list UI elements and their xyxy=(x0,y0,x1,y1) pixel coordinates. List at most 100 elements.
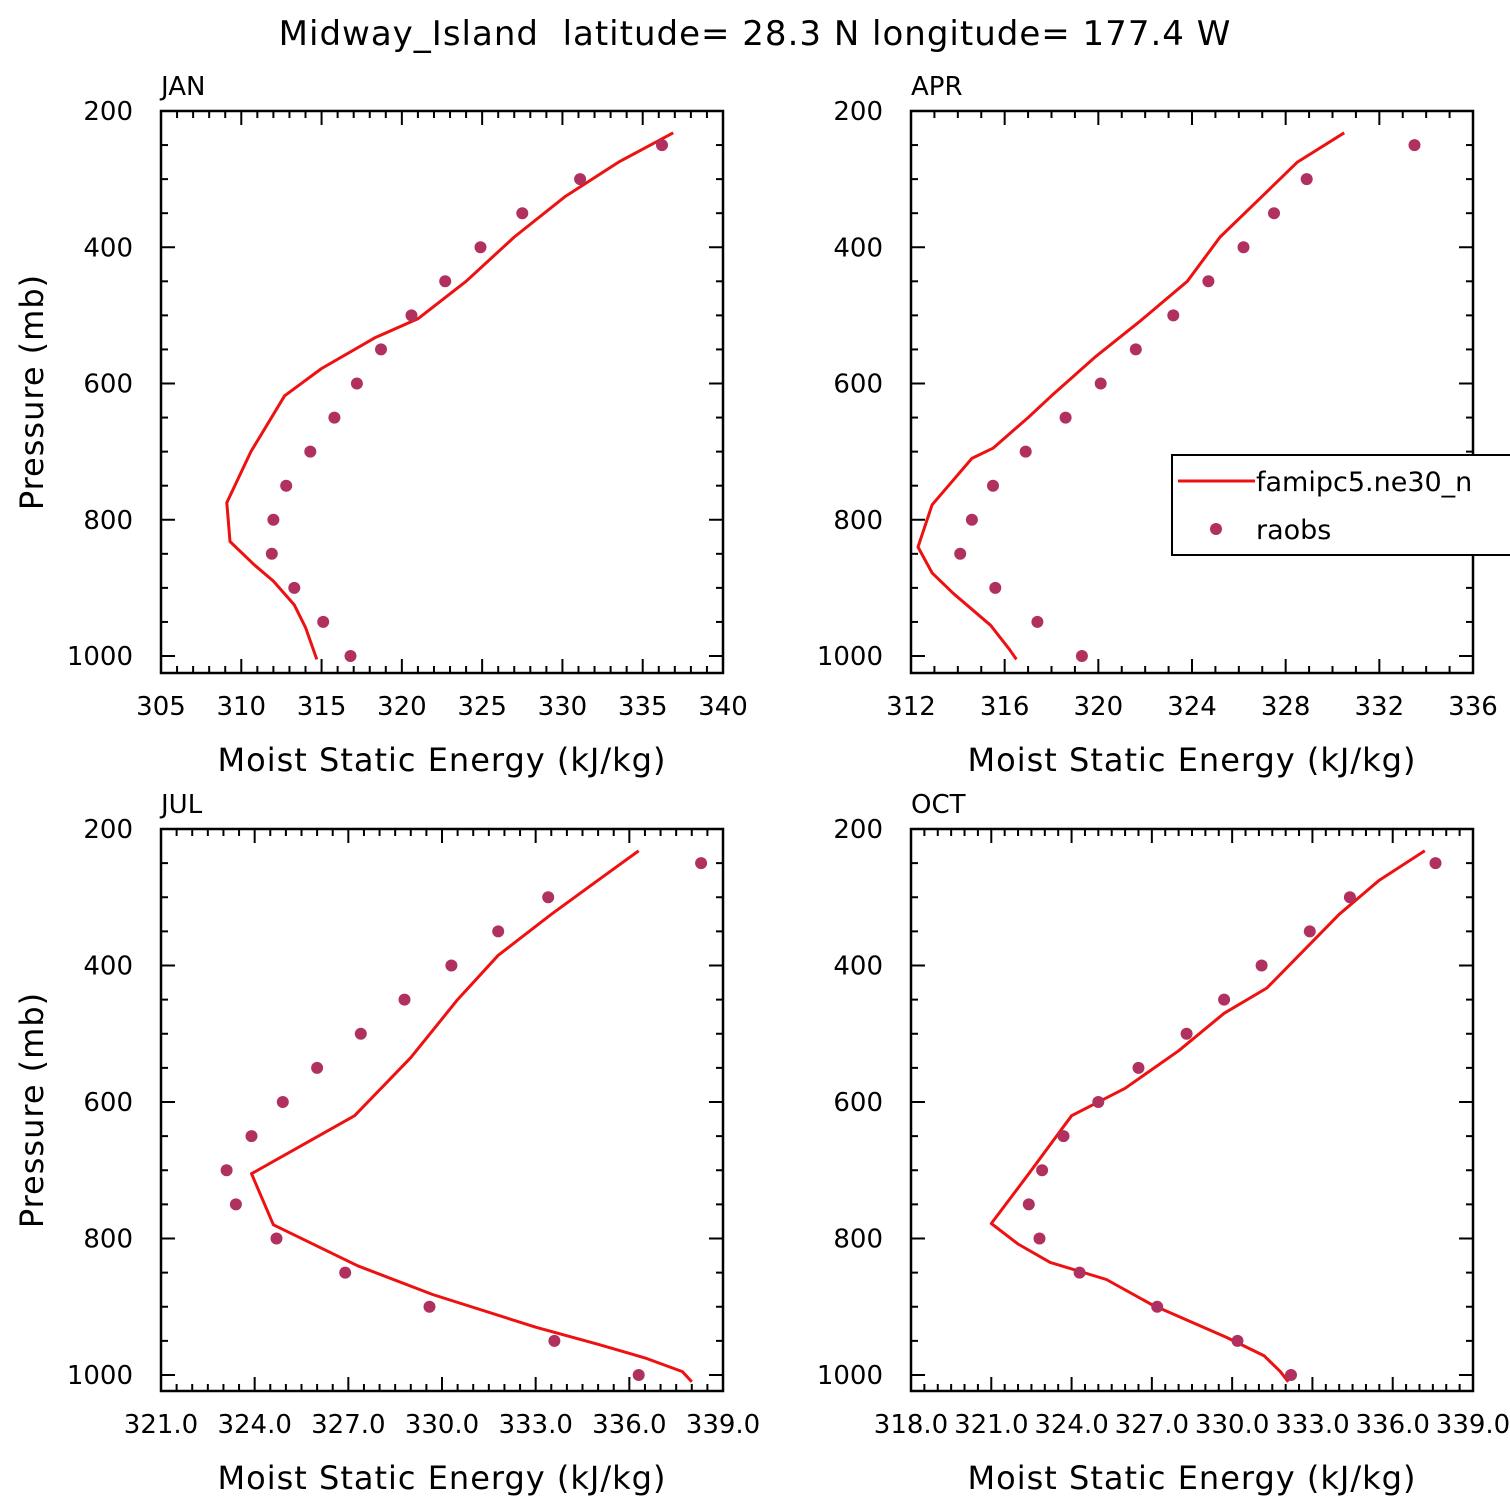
legend-box xyxy=(1171,454,1510,556)
obs-point-jan xyxy=(439,275,452,288)
obs-point-apr xyxy=(1019,445,1032,458)
x-tick-label-jan: 340 xyxy=(698,692,748,722)
obs-point-apr xyxy=(1408,139,1421,152)
panel-title-jan: JAN xyxy=(159,72,205,102)
obs-point-apr xyxy=(1075,650,1088,662)
obs-point-jan xyxy=(280,479,293,492)
obs-point-jul xyxy=(311,1061,324,1074)
x-tick-label-oct: 324.0 xyxy=(1034,1410,1108,1440)
x-tick-label-jul: 339.0 xyxy=(686,1410,760,1440)
x-tick-label-jan: 330 xyxy=(538,692,588,722)
obs-point-jan xyxy=(375,343,387,356)
obs-point-jul xyxy=(270,1232,283,1245)
axis-ticks-jul xyxy=(160,828,724,1391)
obs-point-jan xyxy=(317,615,330,628)
obs-point-jul xyxy=(220,1164,233,1177)
x-axis-label-apr: Moist Static Energy (kJ/kg) xyxy=(968,741,1417,779)
model-line-jul xyxy=(250,849,693,1383)
panel-title-jul: JUL xyxy=(159,790,203,820)
legend-label-model: famipc5.ne30_n xyxy=(1256,467,1472,498)
panel-apr: 312 316 320 324 328 332 336 200 400 600 800 1000 APR… xyxy=(817,72,1498,779)
obs-point-oct xyxy=(1343,891,1356,904)
obs-point-oct xyxy=(1073,1266,1086,1279)
x-tick-label-oct: 336.0 xyxy=(1355,1410,1429,1440)
y-tick-label-apr: 600 xyxy=(833,370,883,400)
x-tick-label-oct: 318.0 xyxy=(874,1410,948,1440)
x-tick-label-apr: 316 xyxy=(980,692,1030,722)
y-tick-label-jul: 1000 xyxy=(67,1361,133,1391)
obs-point-oct xyxy=(1255,959,1268,972)
obs-point-jul xyxy=(548,1334,561,1347)
x-tick-label-apr: 324 xyxy=(1167,692,1217,722)
y-tick-label-apr: 200 xyxy=(833,97,883,127)
obs-point-oct xyxy=(1218,993,1231,1006)
x-tick-label-jul: 330.0 xyxy=(405,1410,479,1440)
plot-frame-oct xyxy=(909,827,1475,1393)
obs-point-apr xyxy=(965,513,978,526)
x-tick-label-jul: 336.0 xyxy=(592,1410,666,1440)
x-tick-label-jan: 335 xyxy=(618,692,668,722)
x-axis-label-oct: Moist Static Energy (kJ/kg) xyxy=(968,1459,1417,1497)
x-tick-label-jul: 333.0 xyxy=(498,1410,572,1440)
obs-point-jan xyxy=(574,173,587,186)
obs-point-apr xyxy=(1237,241,1250,254)
x-tick-label-jan: 305 xyxy=(136,692,186,722)
obs-point-oct xyxy=(1303,925,1316,938)
obs-point-jul xyxy=(229,1198,242,1211)
obs-point-jul xyxy=(632,1369,645,1381)
obs-point-apr xyxy=(954,547,967,560)
x-axis-label-jul: Moist Static Energy (kJ/kg) xyxy=(218,1459,667,1497)
obs-point-oct xyxy=(1180,1027,1193,1040)
obs-point-oct xyxy=(1132,1061,1145,1074)
x-tick-label-jul: 321.0 xyxy=(124,1410,198,1440)
x-tick-label-jan: 315 xyxy=(297,692,347,722)
obs-point-jan xyxy=(344,650,357,662)
obs-point-jul xyxy=(695,857,708,870)
obs-point-jan xyxy=(265,547,278,560)
model-line-oct xyxy=(989,849,1426,1383)
obs-point-jul xyxy=(492,925,505,938)
axis-ticks-oct xyxy=(910,828,1474,1391)
x-tick-label-jul: 324.0 xyxy=(217,1410,291,1440)
obs-point-apr xyxy=(1031,615,1044,628)
panel-jan: 305 310 315 320 325 330 335 340 200 400 600 800 1000… xyxy=(13,72,748,779)
y-tick-label-jan: 800 xyxy=(83,506,133,536)
y-tick-label-jul: 200 xyxy=(83,815,133,845)
obs-point-jan xyxy=(304,445,317,458)
figure-title: Midway_Island latitude= 28.3 N longitude… xyxy=(279,14,1232,54)
obs-point-apr xyxy=(1167,309,1180,322)
y-axis-label-jul: Pressure (mb) xyxy=(13,992,51,1228)
obs-point-apr xyxy=(1268,207,1280,220)
x-tick-label-jul: 327.0 xyxy=(311,1410,385,1440)
y-tick-label-jan: 600 xyxy=(83,370,133,400)
x-tick-label-oct: 327.0 xyxy=(1115,1410,1189,1440)
x-tick-label-apr: 336 xyxy=(1448,692,1498,722)
y-tick-label-oct: 200 xyxy=(833,815,883,845)
y-tick-label-apr: 400 xyxy=(833,233,883,263)
legend: famipc5.ne30_n raobs xyxy=(1171,454,1510,556)
obs-point-jan xyxy=(516,207,529,220)
y-tick-label-apr: 1000 xyxy=(817,642,883,672)
obs-point-apr xyxy=(1300,173,1313,186)
obs-point-apr xyxy=(987,479,999,492)
obs-point-oct xyxy=(1057,1130,1070,1143)
obs-point-jan xyxy=(288,581,301,594)
obs-point-jul xyxy=(354,1027,367,1040)
y-tick-label-jul: 400 xyxy=(83,952,133,982)
y-tick-label-oct: 1000 xyxy=(817,1361,883,1391)
obs-point-oct xyxy=(1231,1334,1244,1347)
obs-point-jan xyxy=(474,241,487,254)
obs-point-jan xyxy=(350,377,363,390)
x-tick-label-oct: 330.0 xyxy=(1195,1410,1269,1440)
x-tick-label-jan: 325 xyxy=(457,692,507,722)
obs-point-jan xyxy=(267,513,280,526)
obs-point-jan xyxy=(405,309,418,322)
obs-point-jan xyxy=(328,411,341,424)
x-tick-label-oct: 333.0 xyxy=(1275,1410,1349,1440)
obs-point-apr xyxy=(1202,275,1215,288)
obs-point-jul xyxy=(423,1300,436,1313)
x-tick-label-jan: 310 xyxy=(216,692,266,722)
panel-oct: 318.0 321.0 324.0 327.0 330.0 333.0 336.0 339.0… xyxy=(817,790,1510,1497)
y-tick-label-oct: 600 xyxy=(833,1088,883,1118)
obs-point-jul xyxy=(245,1130,258,1143)
